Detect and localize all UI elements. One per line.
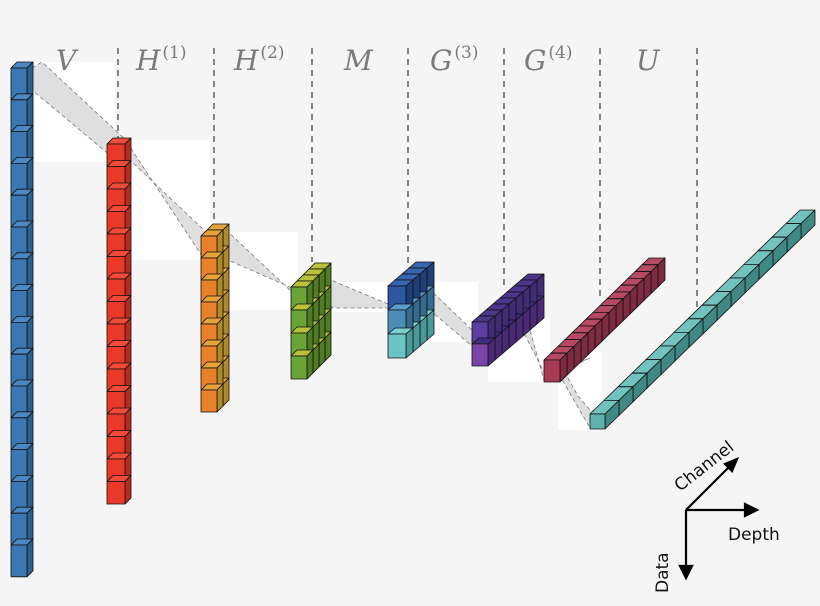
tensor-u — [589, 209, 816, 430]
stage-label-h2: H (2) — [233, 43, 285, 77]
tensor-blocks — [10, 61, 816, 578]
channel-arrow — [685, 465, 731, 511]
stage-labels: V H (1) H (2) M G (3) G (4) U — [56, 43, 661, 77]
stage-label-u: U — [636, 44, 661, 77]
tensor-m — [290, 262, 332, 380]
data-axis-label: Data — [653, 552, 673, 593]
tensor-g4 — [471, 273, 545, 367]
tensor-g4-bar — [543, 257, 666, 383]
axis-indicator — [678, 456, 760, 581]
stage-label-g3: G (3) — [430, 43, 478, 77]
tensor-h1 — [106, 137, 132, 505]
v-cube-front — [10, 544, 28, 578]
channel-arrowhead — [723, 456, 740, 473]
g4-cube-front — [471, 343, 489, 367]
stage-separators — [117, 48, 698, 312]
u-cube-front — [589, 413, 606, 430]
g3-cube-front — [387, 333, 407, 359]
g4-bar-cube-front — [543, 359, 561, 383]
m-cube-front — [290, 355, 308, 380]
depth-arrowhead — [743, 502, 760, 518]
depth-axis-label: Depth — [728, 525, 780, 545]
h2-cube-front — [200, 389, 218, 413]
stage-label-m: M — [343, 44, 374, 77]
stage-label-h1: H (1) — [135, 43, 187, 77]
stage-label-g4: G (4) — [524, 43, 572, 77]
h1-cube-front — [106, 481, 126, 505]
v-cube-side — [26, 538, 34, 578]
stage-label-v: V — [56, 44, 79, 77]
data-arrowhead — [678, 564, 694, 581]
tensor-v — [10, 61, 34, 578]
tensor-g3 — [387, 261, 435, 359]
tensor-h2 — [200, 223, 230, 413]
